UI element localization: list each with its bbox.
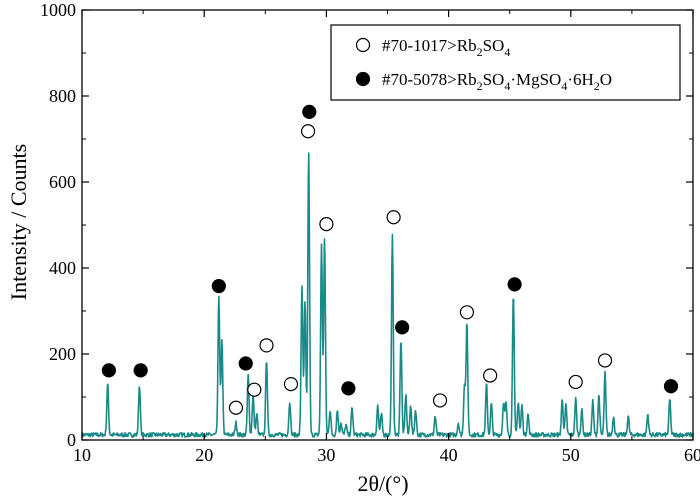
open-circle-marker <box>568 374 583 390</box>
x-tick-label: 20 <box>195 445 213 465</box>
peak-marker-layer <box>101 104 679 415</box>
y-tick-label: 600 <box>49 172 76 192</box>
open-circle-marker <box>483 368 498 383</box>
filled-circle-marker <box>302 104 317 120</box>
open-circle-marker <box>283 377 299 392</box>
open-circle-marker <box>228 400 244 415</box>
x-tick-label: 30 <box>317 445 335 465</box>
filled-circle-marker <box>395 320 410 335</box>
open-circle-marker <box>247 382 262 397</box>
open-circle-marker <box>319 217 334 232</box>
legend-box <box>330 24 681 101</box>
filled-circle-marker <box>211 278 226 294</box>
y-tick-label: 400 <box>49 258 76 278</box>
filled-circle-marker <box>507 277 522 292</box>
y-tick-label: 1000 <box>40 0 76 20</box>
xrd-pattern-line <box>81 152 694 438</box>
filled-circle-marker <box>101 363 116 378</box>
y-axis-label: Intensity / Counts <box>6 144 31 300</box>
x-tick-label: 10 <box>73 445 91 465</box>
legend: #70-1017>Rb2SO4 #70-5078>Rb2SO4·MgSO4·6H2… <box>330 24 681 101</box>
x-axis-label: 2θ/(°) <box>357 471 408 496</box>
filled-circle-marker <box>238 356 253 371</box>
x-tick-label: 60 <box>684 445 700 465</box>
open-circle-marker <box>300 124 316 139</box>
y-tick-label: 800 <box>49 86 76 106</box>
open-circle-marker <box>459 305 475 320</box>
filled-circle-marker <box>133 363 148 378</box>
y-tick-label: 0 <box>67 430 76 450</box>
open-circle-marker <box>432 393 448 408</box>
legend-open-circle-icon <box>355 37 371 53</box>
legend-filled-circle-icon <box>355 71 371 87</box>
open-circle-marker <box>259 338 274 353</box>
plot-layer <box>81 152 694 438</box>
legend-entry-label: #70-5078>Rb2SO4·MgSO4·6H2O <box>382 70 612 93</box>
filled-circle-marker <box>663 379 679 394</box>
y-tick-label: 200 <box>49 344 76 364</box>
legend-entry-label: #70-1017>Rb2SO4 <box>382 36 510 59</box>
x-tick-label: 50 <box>562 445 580 465</box>
open-circle-marker <box>597 353 613 368</box>
x-tick-label: 40 <box>440 445 458 465</box>
open-circle-marker <box>386 210 401 225</box>
filled-circle-marker <box>341 381 356 396</box>
